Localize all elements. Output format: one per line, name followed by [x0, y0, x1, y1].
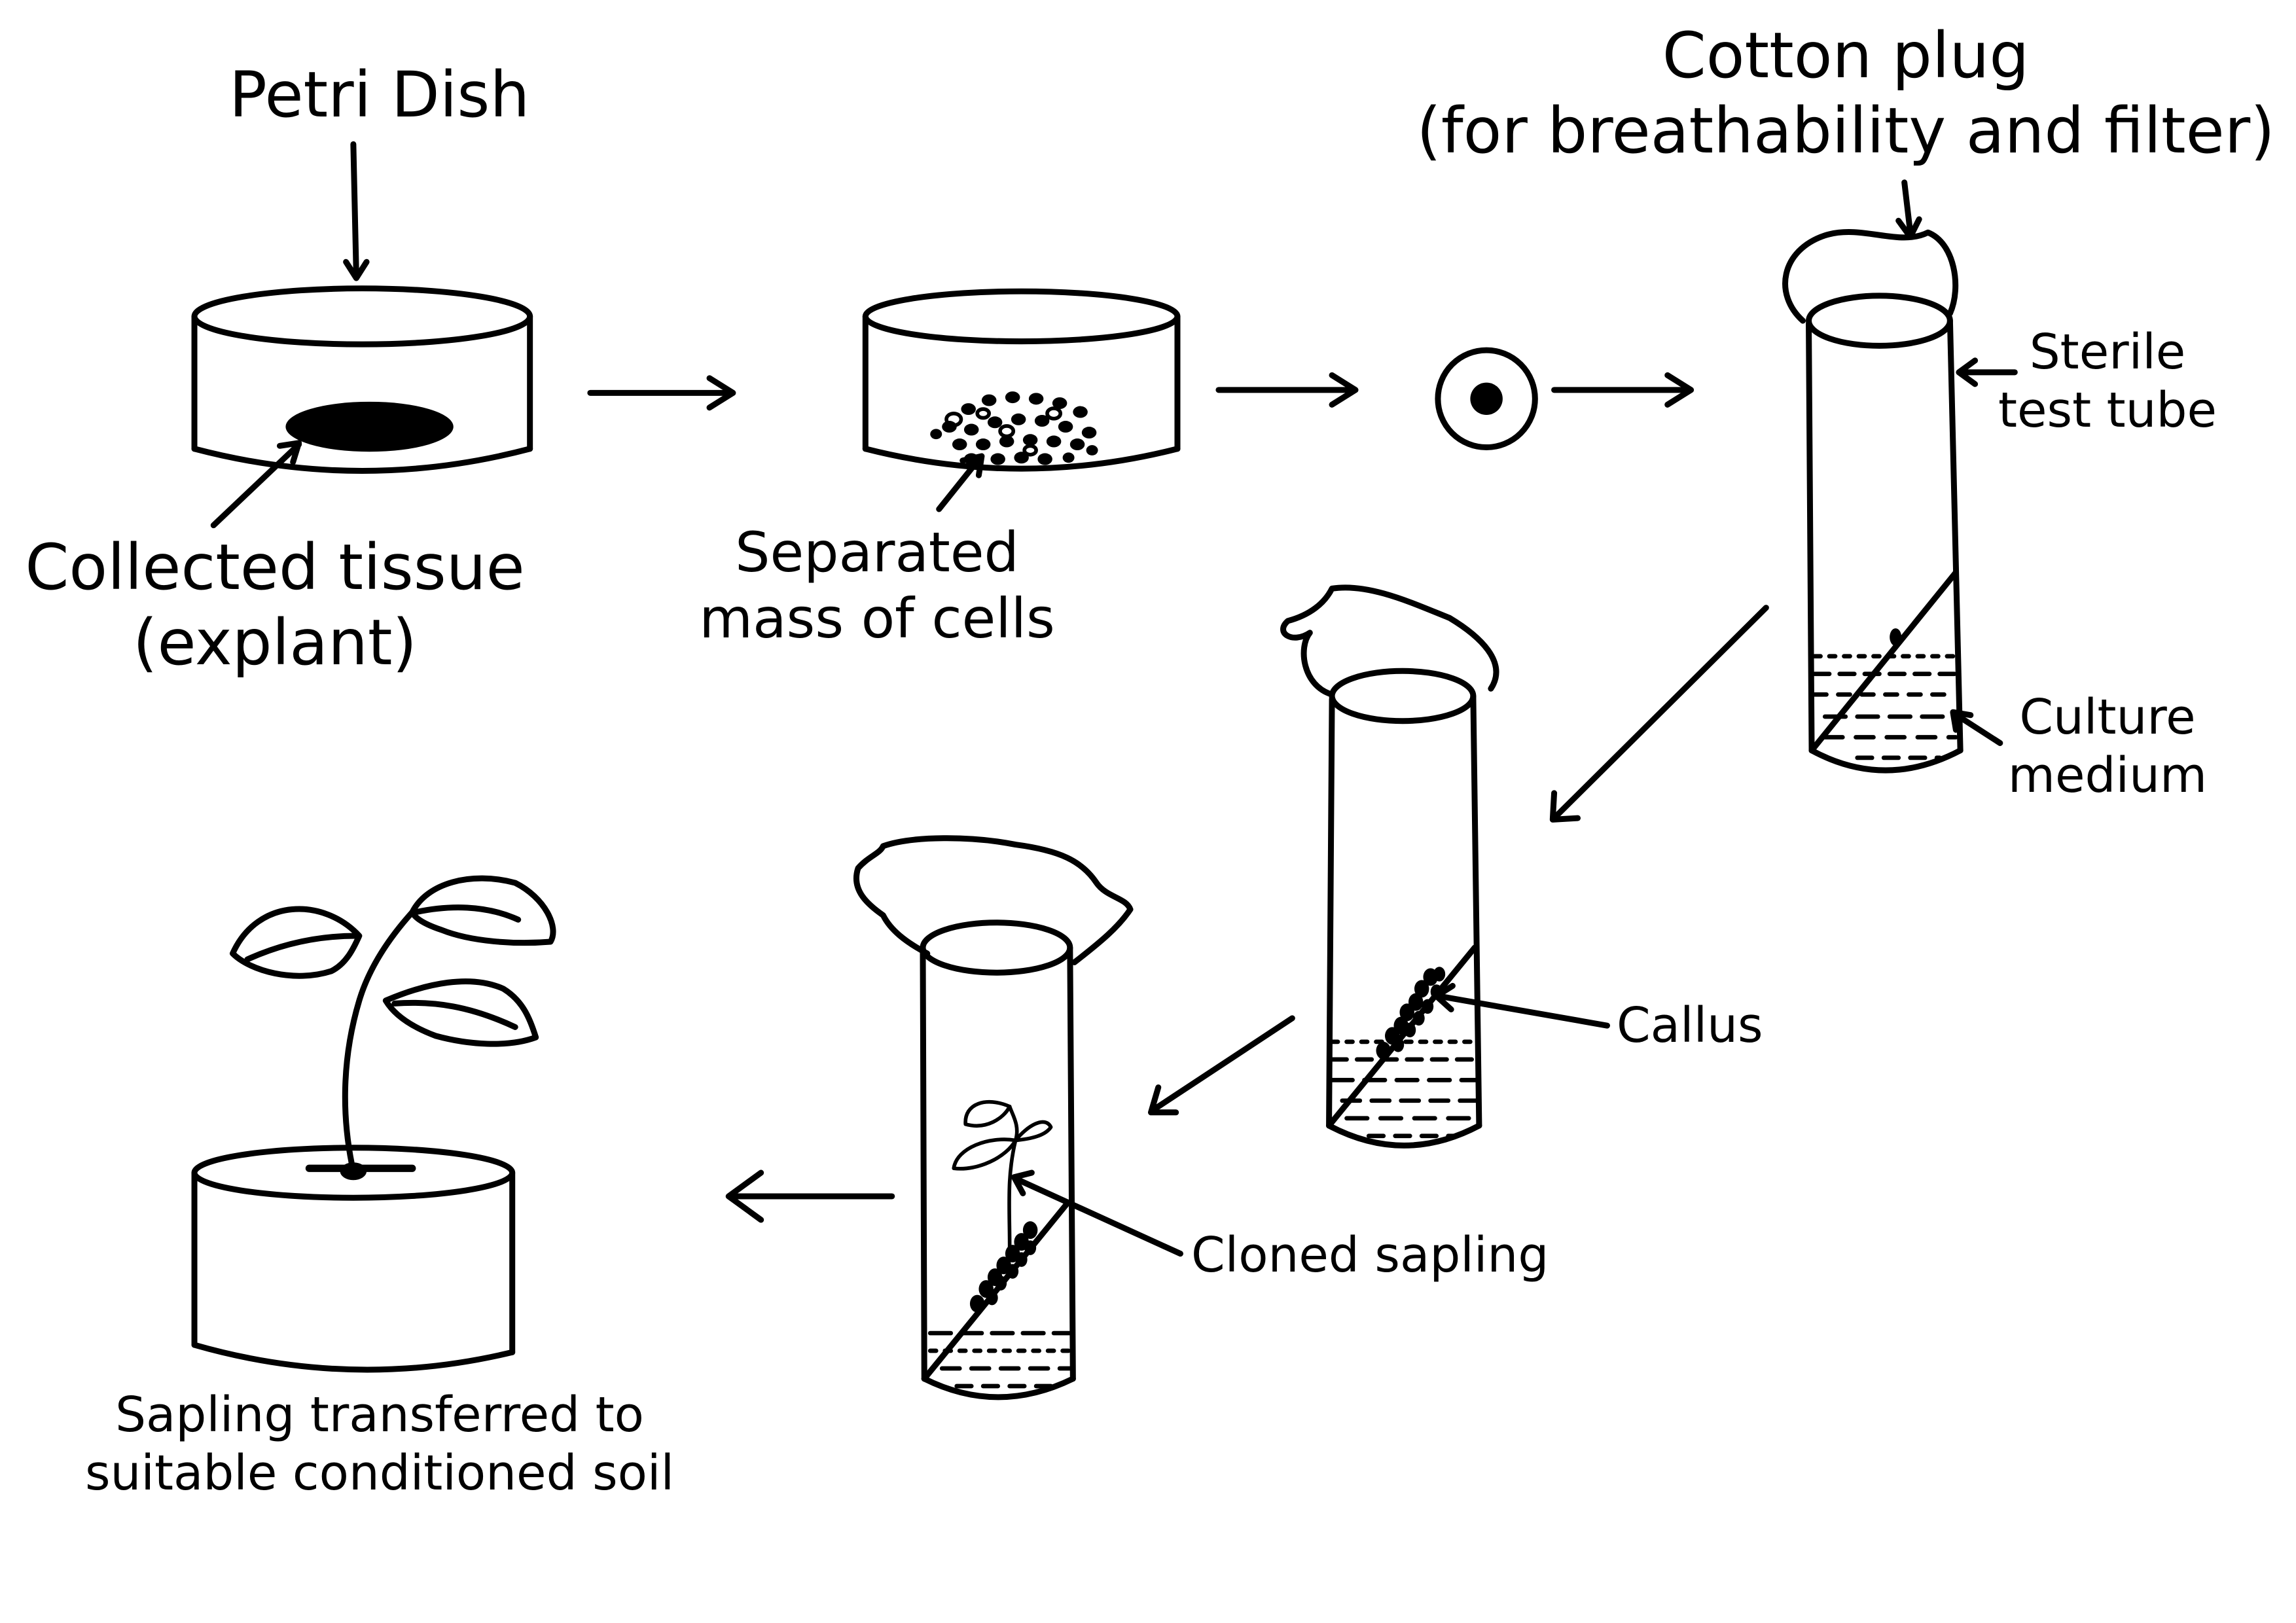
culture-medium-pointer-arrow — [1950, 709, 2003, 746]
petri-dish-separated-cells — [862, 288, 1181, 472]
leaf-top-vein — [412, 904, 522, 923]
leaf-right-vein — [391, 999, 518, 1030]
label-callus: Callus — [1617, 997, 1763, 1054]
label-separated-cells: Separated mass of cells — [681, 520, 1073, 652]
culture-medium-dashes — [1812, 654, 1958, 760]
culture-medium-dashes — [1329, 1039, 1480, 1139]
flow-arrow-2 — [1215, 372, 1359, 408]
label-separated-line1: Separated — [735, 520, 1019, 584]
petri-dish-explant — [191, 285, 533, 474]
label-collected-tissue: Collected tissue (explant) — [13, 530, 537, 681]
label-collected-tissue-line1: Collected tissue — [25, 531, 525, 604]
callus-mass — [969, 1221, 1038, 1313]
label-culture-line2: medium — [2007, 747, 2208, 804]
explant-tissue — [285, 401, 454, 452]
flow-arrow-6 — [725, 1169, 895, 1223]
agar-slant — [1326, 944, 1478, 1129]
sterile-test-tube — [1782, 229, 1964, 774]
callus-test-tube — [1280, 584, 1499, 1149]
leaf-top — [409, 875, 556, 946]
cotton-plug-pointer-arrow — [1895, 179, 1922, 240]
cotton-plug — [1782, 229, 1959, 324]
label-sapling-soil: Sapling transferred to suitable conditio… — [39, 1386, 720, 1503]
separated-cells-pointer-arrow — [936, 453, 985, 512]
stem — [342, 909, 416, 1175]
explant-on-slant — [1890, 628, 1902, 647]
callus-pointer-arrow — [1433, 982, 1611, 1029]
label-sterile-line1: Sterile — [2029, 324, 2186, 380]
cloned-sapling-pointer-arrow — [1011, 1169, 1183, 1257]
collected-tissue-pointer-arrow — [210, 440, 302, 529]
label-collected-tissue-line2: (explant) — [132, 606, 417, 680]
cotton-plug — [1280, 584, 1499, 698]
label-culture-medium: Culture medium — [1983, 688, 2232, 805]
petri-dish-pointer-arrow — [343, 141, 370, 281]
label-sterile-test-tube: Sterile test tube — [1970, 323, 2245, 440]
flow-arrow-1 — [587, 375, 736, 411]
leaf-left — [229, 906, 363, 979]
flow-arrow-3 — [1551, 372, 1695, 408]
cell-mass — [930, 391, 1098, 465]
agar-slant — [1808, 569, 1959, 754]
flow-arrow-5 — [1148, 1015, 1295, 1116]
leaf-left-vein — [244, 933, 359, 963]
flow-arrow-4 — [1549, 605, 1769, 823]
label-separated-line2: mass of cells — [699, 586, 1055, 651]
label-sapling-soil-line1: Sapling transferred to — [115, 1387, 644, 1443]
label-cloned-sapling: Cloned sapling — [1191, 1227, 1549, 1283]
cell-mass-rings — [944, 406, 1063, 457]
label-sapling-soil-line2: suitable conditioned soil — [84, 1444, 675, 1501]
label-cotton-plug: Cotton plug (for breathability and filte… — [1401, 18, 2291, 169]
callus-mass — [1376, 967, 1446, 1060]
sapling-in-soil-pot — [191, 875, 556, 1373]
label-cotton-plug-line1: Cotton plug — [1662, 19, 2030, 92]
sterile-tube-pointer-arrow — [1956, 357, 2018, 387]
label-cotton-plug-line2: (for breathability and filter) — [1416, 94, 2275, 168]
label-petri-dish: Petri Dish — [229, 58, 530, 132]
cloned-sapling-test-tube — [853, 835, 1134, 1400]
culture-medium-dashes — [927, 1330, 1073, 1389]
label-sterile-line2: test tube — [1998, 382, 2217, 438]
label-culture-line1: Culture — [2019, 689, 2196, 745]
single-cell-icon — [1435, 347, 1538, 451]
mini-sapling — [952, 1100, 1053, 1250]
leaf-right — [382, 978, 539, 1047]
cotton-plug — [853, 835, 1134, 965]
